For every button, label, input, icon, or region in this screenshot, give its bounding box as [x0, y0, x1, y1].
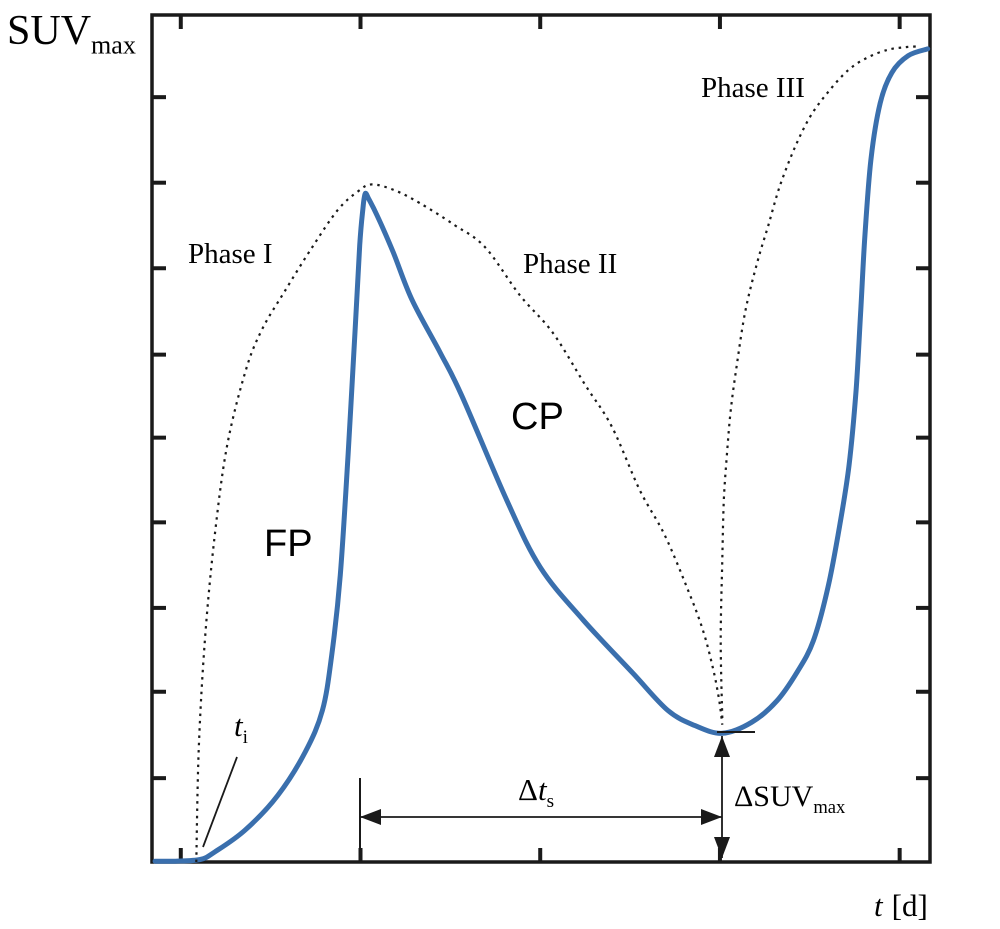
label-delta-suv-max-delta: Δ	[734, 780, 754, 813]
label-phase-3: Phase III	[701, 72, 805, 104]
y-axis-title: SUVmax	[7, 8, 136, 58]
label-delta-t-s: Δts	[518, 772, 554, 811]
arrowhead	[360, 809, 381, 825]
label-phase-1: Phase I	[188, 238, 273, 270]
label-delta-suv-max-subscript: max	[813, 797, 846, 818]
y-axis-title-main: SUV	[7, 8, 92, 54]
y-axis-title-subscript: max	[91, 30, 136, 60]
curve-dotted	[195, 183, 724, 863]
curve-dotted	[719, 45, 920, 719]
arrowhead	[701, 809, 722, 825]
label-t-i-subscript: i	[242, 727, 248, 749]
x-axis-title: t [d]	[874, 890, 928, 921]
label-delta-t-s-subscript: s	[546, 791, 555, 813]
arrowhead	[714, 736, 730, 757]
ti-leader-line	[202, 756, 238, 848]
label-delta-suv-max: ΔSUVmax	[734, 780, 845, 817]
curve-solid	[152, 46, 931, 864]
label-delta-suv-max-main: SUV	[753, 780, 814, 813]
plot-border	[150, 13, 932, 864]
label-t-i-main: t	[234, 708, 243, 743]
label-delta-t-s-main: t	[537, 772, 547, 807]
x-axis-title-variable: t	[874, 888, 883, 923]
label-cp: CP	[511, 396, 564, 438]
label-fp: FP	[264, 523, 313, 565]
label-delta-t-s-delta: Δ	[518, 772, 538, 807]
label-phase-2: Phase II	[523, 248, 618, 280]
label-t-i: ti	[234, 708, 248, 747]
arrowhead	[714, 837, 730, 858]
x-axis-title-unit: [d]	[891, 888, 928, 923]
